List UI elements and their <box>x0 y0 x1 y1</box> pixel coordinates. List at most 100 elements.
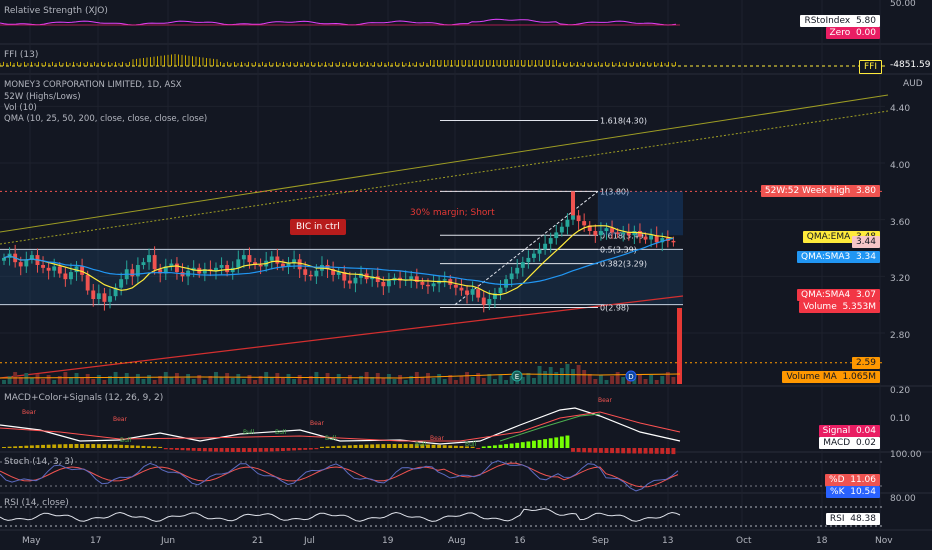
macd-bull-signal-0: Bull <box>120 437 132 444</box>
volume-bar <box>381 378 386 384</box>
volume-bar <box>431 378 436 384</box>
candle-body <box>191 267 196 271</box>
volume-bar <box>386 374 391 384</box>
candle-body <box>174 263 179 273</box>
macd-hist-bar <box>258 448 263 452</box>
volume-bar <box>269 377 274 384</box>
macd-hist-bar <box>576 448 581 453</box>
volume-bar <box>214 372 218 384</box>
rsi-pane[interactable] <box>0 506 885 527</box>
volume-bar <box>102 380 107 384</box>
x-label-18: 18 <box>816 536 828 546</box>
macd-hist-bar <box>68 444 73 448</box>
volume-bar <box>124 373 129 384</box>
candle-body <box>113 287 118 297</box>
macd-hist-bar <box>621 448 626 454</box>
candle-body <box>587 225 592 231</box>
macd-hist-bar <box>35 445 40 448</box>
macd-hist-bar <box>386 444 391 448</box>
candle-body <box>80 266 85 275</box>
spike-candle <box>571 191 576 216</box>
macd-hist-bar <box>197 448 202 452</box>
margin-note: 30% margin; Short <box>410 208 495 218</box>
macd-bear-signal-4: Bear <box>598 397 612 404</box>
candle-body <box>520 262 525 268</box>
macd-hist-bar <box>63 444 68 448</box>
volume-bar <box>180 378 185 384</box>
macd-hist-bar <box>403 444 408 448</box>
candle-body <box>593 231 598 236</box>
candle-body <box>202 269 207 274</box>
candle-body <box>297 259 302 270</box>
relative-strength-pane[interactable] <box>0 18 885 67</box>
macd-hist-bar <box>74 444 79 448</box>
candle-body <box>498 287 503 294</box>
volume-bar <box>275 373 280 384</box>
volume-bar <box>247 375 252 384</box>
macd-hist-bar <box>554 437 559 448</box>
volume-bar <box>453 380 458 384</box>
macd-hist-bar <box>336 445 341 448</box>
volume-bar <box>152 380 157 384</box>
rsi-tag: RSI 48.38 <box>825 513 880 525</box>
volume-bar <box>41 379 46 384</box>
macd-hist-bar <box>280 448 285 451</box>
macd-hist-bar <box>275 448 280 452</box>
candle-body <box>492 293 497 299</box>
candle-body <box>548 238 553 244</box>
volume-bar <box>392 379 397 384</box>
candle-body <box>303 269 308 275</box>
candle-body <box>526 257 531 263</box>
volume-bar <box>554 372 559 384</box>
macd-hist-bar <box>504 444 509 448</box>
macd-hist-bar <box>442 445 447 448</box>
volume-bar <box>35 374 40 384</box>
volume-bar <box>409 376 414 384</box>
macd-hist-bar <box>598 448 603 453</box>
candle-body <box>442 279 447 281</box>
volume-bar <box>571 369 575 384</box>
price-axis-2-80: 2.80 <box>890 331 911 341</box>
macd-hist-bar <box>297 448 302 451</box>
earnings-marker-text: E <box>515 373 519 381</box>
volume-bar <box>108 376 112 384</box>
candle-body <box>135 265 140 277</box>
volume-bar <box>403 380 408 384</box>
volume-bar <box>587 374 592 384</box>
dividend-marker-text: D <box>628 373 633 381</box>
price-pane[interactable]: 1.618(4.30)1(3.80)0.618(3.49)0.5(3.39)0.… <box>0 94 889 379</box>
macd-hist-bar <box>269 448 274 452</box>
candle-body <box>230 267 235 273</box>
candle-body <box>598 231 603 236</box>
macd-hist-bar <box>626 448 631 454</box>
macd-hist-bar <box>91 444 96 448</box>
macd-hist-bar <box>604 448 609 454</box>
price-tag-4: QMA:SMA4 3.07 <box>796 289 880 301</box>
x-label-sep: Sep <box>592 536 609 546</box>
volume-bar <box>643 379 648 384</box>
volume-bar <box>253 380 257 384</box>
volume-bar <box>46 375 51 384</box>
macd-hist-bar <box>135 445 140 448</box>
candle-body <box>559 226 564 233</box>
volume-bar <box>481 378 486 384</box>
indicator-52w-label: 52W (Highs/Lows) <box>4 92 81 102</box>
rsi-axis-80: 80.00 <box>890 494 916 504</box>
macd-hist-bar <box>108 444 112 448</box>
x-label-aug: Aug <box>448 536 466 546</box>
bic-callout[interactable]: BIC in ctrl <box>290 219 346 235</box>
candle-body <box>353 277 358 284</box>
macd-hist-bar <box>548 438 553 448</box>
volume-bar <box>414 372 419 384</box>
volume-bar <box>91 379 96 384</box>
stoch-pane[interactable] <box>0 460 885 492</box>
macd-hist-bar <box>654 448 659 454</box>
candle-body <box>359 273 363 278</box>
candle-body <box>476 289 481 298</box>
volume-bar <box>241 379 246 384</box>
candle-body <box>29 255 34 260</box>
x-label-16: 16 <box>514 536 526 546</box>
candle-body <box>241 255 246 260</box>
